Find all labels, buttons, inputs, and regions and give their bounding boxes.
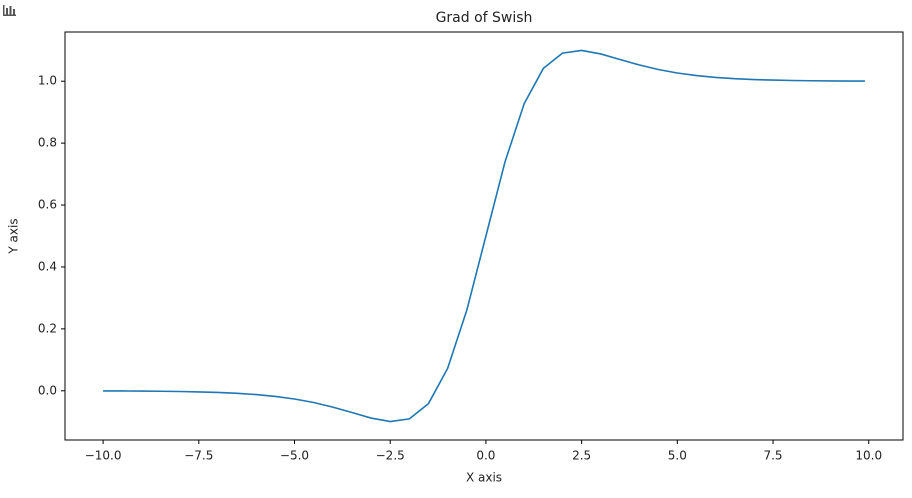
y-tick-label: 0.2	[38, 321, 57, 335]
x-tick-label: −2.5	[376, 449, 405, 463]
y-axis-label: Y axis	[7, 218, 21, 254]
chart-icon	[3, 5, 16, 16]
x-tick-label: 5.0	[668, 449, 687, 463]
x-tick-label: 10.0	[855, 449, 882, 463]
plot-frame	[64, 31, 904, 441]
chart-title: Grad of Swish	[436, 10, 533, 26]
x-tick-label: −7.5	[184, 449, 213, 463]
x-axis-label: X axis	[466, 471, 502, 485]
x-tick-label: 7.5	[763, 449, 782, 463]
x-tick-label: −10.0	[85, 449, 122, 463]
x-tick-label: 0.0	[476, 449, 495, 463]
y-tick-label: 1.0	[38, 74, 57, 88]
line-series	[103, 49, 865, 423]
y-tick-label: 0.0	[38, 383, 57, 397]
x-tick-label: −5.0	[280, 449, 309, 463]
x-tick-label: 2.5	[572, 449, 591, 463]
y-tick-label: 0.8	[38, 136, 57, 150]
y-tick-label: 0.4	[38, 259, 57, 273]
y-tick-label: 0.6	[38, 198, 57, 212]
